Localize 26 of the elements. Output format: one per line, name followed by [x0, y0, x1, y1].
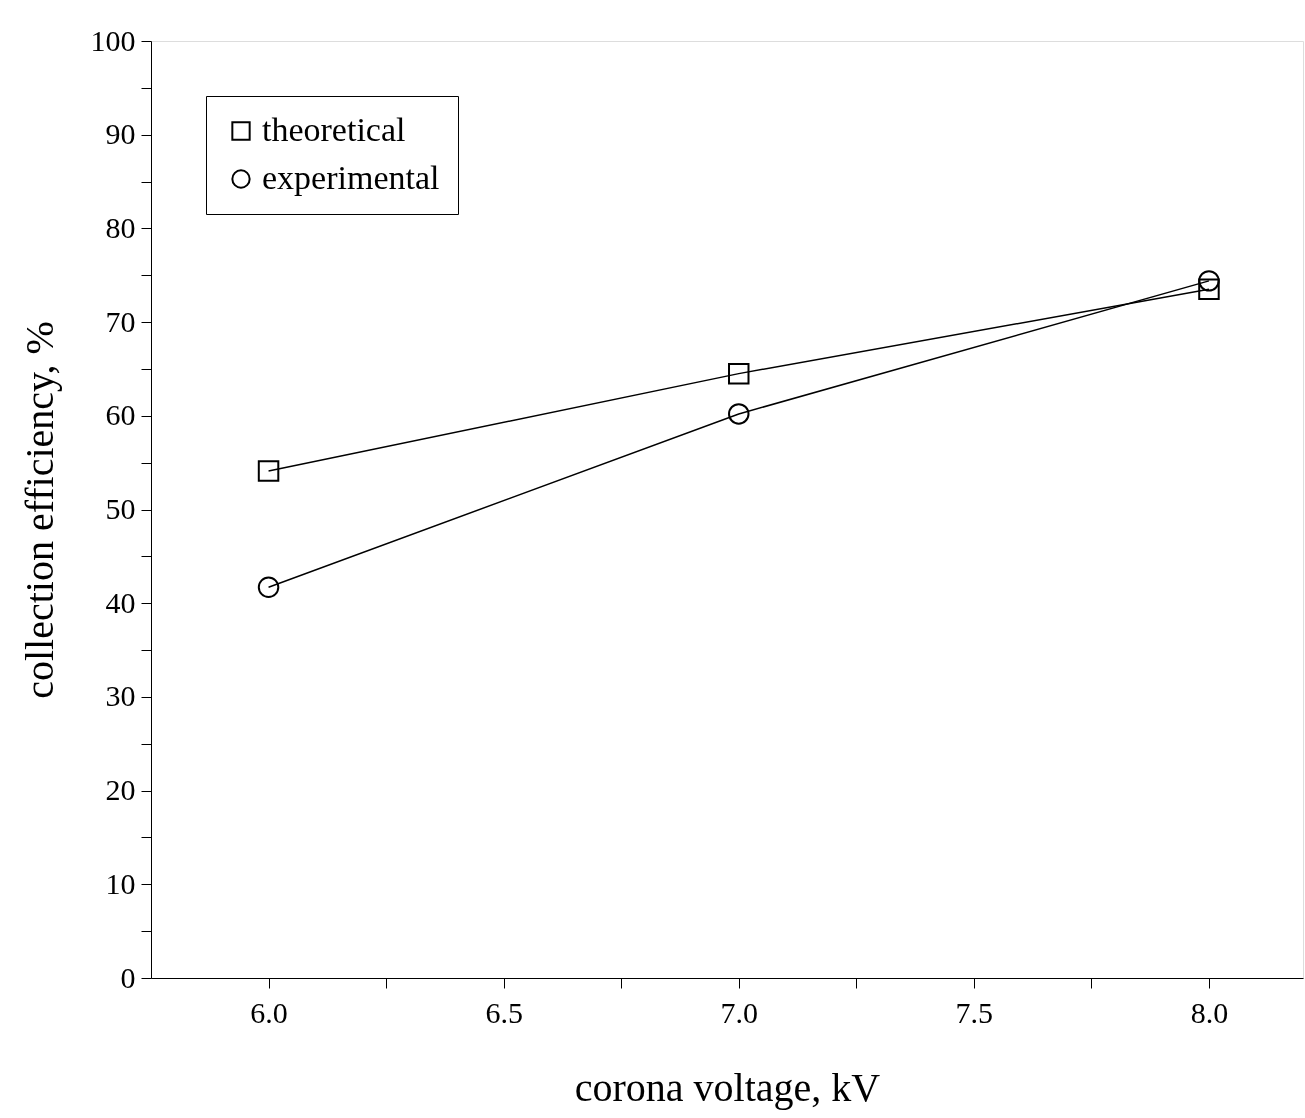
point: [1198, 270, 1220, 292]
y-tick-label: 70: [105, 304, 136, 338]
x-tick-label: 8.0: [1190, 995, 1229, 1029]
x-tick-label: 6.0: [250, 995, 288, 1029]
legend-label: experimental: [262, 159, 440, 196]
y-tick-label: 80: [105, 210, 136, 244]
y-axis-title: collection efficiency, %: [16, 321, 62, 699]
x-axis-title: corona voltage, kV: [574, 1064, 881, 1110]
point: [257, 576, 280, 598]
x-tick-label: 7.0: [720, 995, 759, 1029]
x-tick-label: 7.5: [955, 995, 994, 1029]
y-tick-label: 100: [90, 23, 136, 57]
y-tick-label: 90: [105, 117, 136, 151]
y-tick-label: 30: [105, 679, 136, 713]
y-tick-label: 10: [105, 866, 136, 900]
legend-label: theoretical: [262, 111, 406, 148]
point: [728, 403, 750, 425]
y-tick-label: 0: [120, 960, 136, 994]
point: [257, 460, 280, 482]
point: [728, 362, 750, 385]
y-tick-label: 20: [105, 773, 136, 807]
y-tick-label: 50: [105, 492, 136, 525]
y-tick-label: 40: [105, 585, 136, 619]
y-tick-label: 60: [105, 398, 136, 432]
x-tick-label: 6.5: [485, 995, 523, 1029]
point: [1198, 278, 1220, 301]
